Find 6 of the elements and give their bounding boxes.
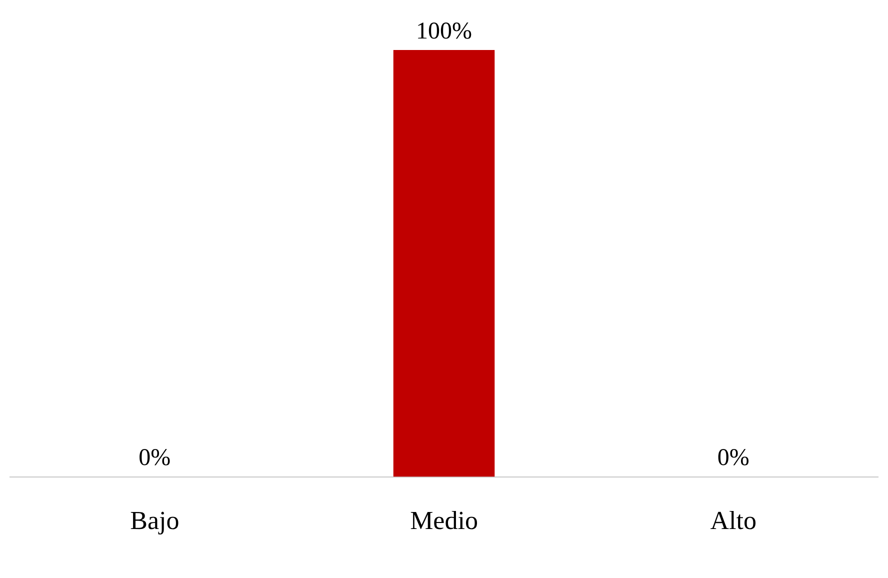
x-tick-label: Bajo bbox=[130, 506, 180, 536]
data-label: 0% bbox=[717, 445, 750, 472]
x-tick-label: Medio bbox=[410, 506, 478, 536]
x-tick-label: Alto bbox=[710, 506, 756, 536]
data-label: 100% bbox=[416, 18, 472, 44]
data-label: 0% bbox=[138, 445, 171, 472]
